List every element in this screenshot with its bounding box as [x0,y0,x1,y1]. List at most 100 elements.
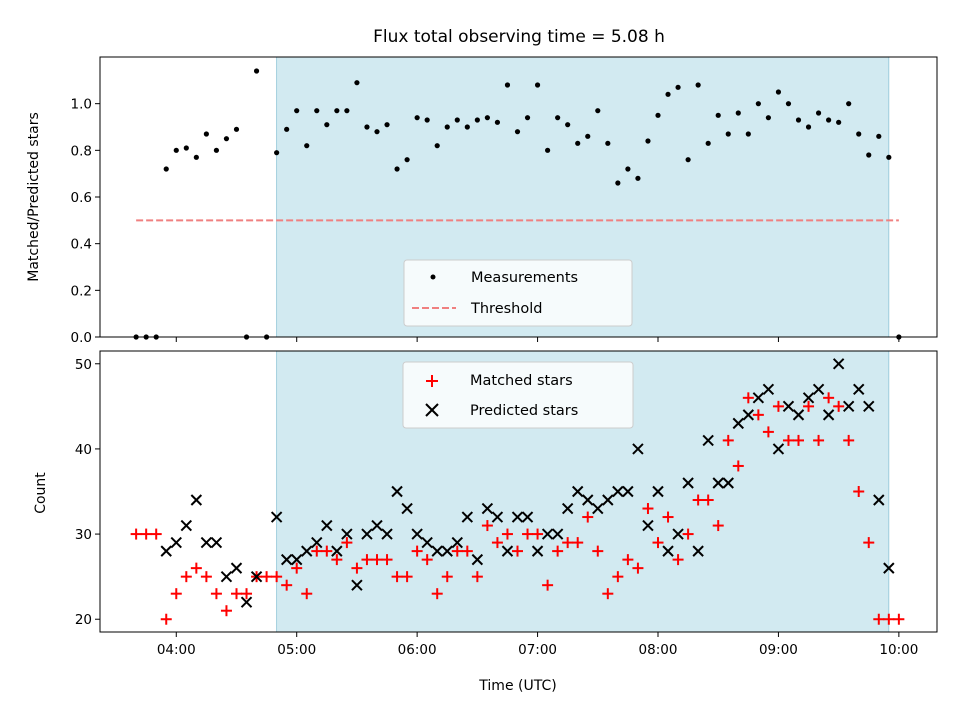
y-tick-label: 0.0 [71,330,92,346]
predicted-point [371,519,383,532]
predicted-point [491,511,504,523]
measurement-point [745,131,751,137]
predicted-point [220,570,233,583]
matched-point [180,571,192,583]
predicted-point [682,477,694,489]
predicted-point [200,536,213,549]
bottom-legend-box [402,361,634,429]
predicted-point [331,545,343,557]
matched-point [813,434,825,446]
measurement-point [635,175,641,181]
measurement-point [615,180,621,186]
predicted-point [270,511,283,523]
matched-point [833,400,845,412]
predicted-point [541,528,554,540]
measurement-point [374,129,380,135]
measurement-point [815,110,822,116]
measurement-point [765,115,771,121]
matched-point [582,511,594,523]
matched-point [371,554,383,566]
measurement-point [344,108,350,114]
predicted-point [812,383,825,396]
matched-point [361,554,373,566]
matched-point [301,588,313,600]
matched-point [542,579,554,591]
chart-title: Flux total observing time = 5.08 h [373,27,665,47]
y-tick-label: 0.6 [71,190,92,206]
predicted-point [311,536,323,549]
matched-point [873,613,885,625]
matched-point [210,588,222,600]
matched-point [481,520,493,532]
measurement-point [585,133,591,139]
x-tick-label: 06:00 [398,642,437,658]
predicted-point [481,502,494,515]
matched-point [722,434,734,446]
predicted-point [361,528,373,540]
matched-point [401,571,413,583]
matched-point [511,545,523,557]
predicted-point [742,409,755,421]
predicted-point [301,545,313,557]
predicted-point [210,536,223,549]
predicted-point [170,536,182,549]
matched-point [793,434,805,446]
top-panel: 0.0 0.2 0.4 0.6 0.8 1.0 Matched/Predicted sta… [26,56,938,346]
matched-point [421,554,433,566]
predicted-point [551,528,564,540]
predicted-point [863,400,875,413]
matched-point [752,409,764,421]
measurement-point [223,136,230,142]
y-tick-label: 20 [75,612,92,628]
measurement-point [203,131,209,137]
predicted-point [712,477,724,489]
predicted-point [531,545,544,557]
legend-predicted-label: Predicted stars [470,403,578,419]
predicted-point [842,400,855,413]
bottom-legend: Matched stars Predicted stars [402,361,634,429]
top-plot-marks [133,68,902,340]
x-tick-label: 08:00 [639,642,678,658]
matched-point [441,571,453,583]
measurement-point [253,68,260,74]
predicted-point [722,477,734,489]
measurement-point [424,117,430,123]
measurement-point [173,147,179,153]
measurement-point [775,89,782,95]
top-legend-box [403,259,633,327]
bottom-plot-marks [130,358,905,625]
matched-point [532,528,544,540]
predicted-point [501,545,514,557]
predicted-point [632,443,644,455]
matched-point [471,571,483,583]
measurement-point [474,117,480,123]
measurement-point [404,157,410,163]
measurement-point [364,124,370,130]
measurement-point [514,129,521,135]
predicted-point [762,383,775,396]
measurement-point [685,157,691,163]
measurement-point [524,115,531,121]
measurement-point [755,101,761,107]
measurement-point [575,140,581,146]
measurement-point [304,143,310,149]
measurement-point [705,140,711,146]
measurement-point [866,152,872,158]
matched-point [782,434,794,446]
predicted-point [802,392,815,404]
predicted-point [873,494,885,506]
measurement-point [695,82,701,88]
measurement-point [274,150,280,156]
matched-point [632,562,644,574]
matched-point [803,400,815,412]
matched-point [883,613,895,625]
measurement-point [595,108,601,114]
matched-point [692,494,704,506]
measurement-point [735,110,741,116]
x-tick-label: 07:00 [518,642,557,658]
measurement-point [655,112,661,118]
matched-point [261,571,273,583]
predicted-point [190,494,203,506]
measurement-point [414,115,420,121]
matched-point [220,605,232,617]
